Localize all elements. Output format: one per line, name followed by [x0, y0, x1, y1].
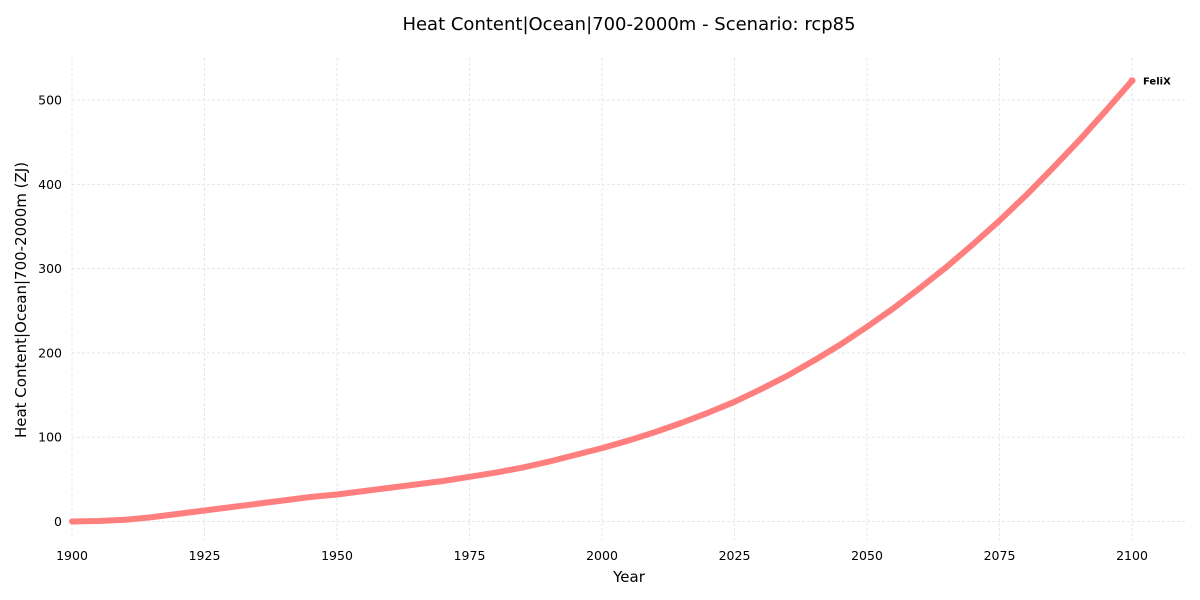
series-layer: FeliX — [69, 76, 1171, 525]
y-axis-label: Heat Content|Ocean|700-2000m (ZJ) — [12, 162, 30, 438]
x-tick-label: 1925 — [189, 548, 221, 563]
x-axis-label: Year — [612, 568, 646, 586]
y-tick-label: 0 — [54, 514, 62, 529]
y-tick-label: 200 — [38, 345, 62, 360]
x-tick-label: 2075 — [984, 548, 1016, 563]
y-tick-label: 500 — [38, 93, 62, 108]
x-tick-label: 2100 — [1116, 548, 1148, 563]
y-tick-labels: 0 100 200 300 400 500 — [38, 93, 62, 529]
chart-title: Heat Content|Ocean|700-2000m - Scenario:… — [402, 14, 855, 35]
x-tick-label: 2000 — [586, 548, 618, 563]
y-tick-label: 100 — [38, 430, 62, 445]
grid — [71, 58, 1185, 540]
series-line-felix — [69, 77, 1135, 525]
x-tick-label: 1950 — [321, 548, 353, 563]
x-tick-label: 1975 — [454, 548, 486, 563]
x-tick-labels: 1900 1925 1950 1975 2000 2025 2050 2075 2100 — [56, 548, 1148, 563]
series-end-marker — [1128, 77, 1136, 85]
x-tick-label: 1900 — [56, 548, 88, 563]
x-tick-label: 2025 — [719, 548, 751, 563]
x-tick-label: 2050 — [851, 548, 883, 563]
y-tick-label: 400 — [38, 177, 62, 192]
series-label: FeliX — [1143, 76, 1171, 87]
y-tick-label: 300 — [38, 261, 62, 276]
